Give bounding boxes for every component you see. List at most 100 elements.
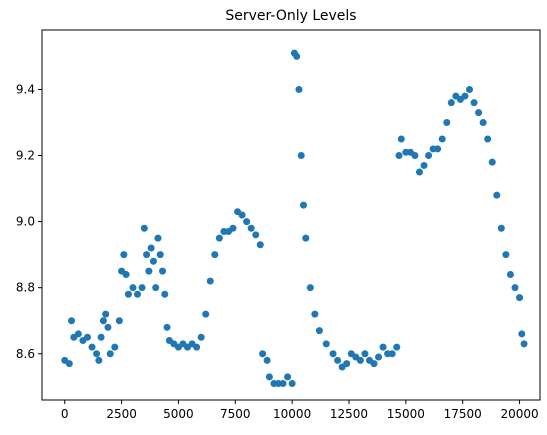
x-tick-label: 10000 <box>273 407 311 421</box>
point <box>393 343 401 351</box>
point <box>497 224 505 232</box>
x-tick-label: 12500 <box>330 407 368 421</box>
x-tick-label: 7500 <box>220 407 251 421</box>
point <box>475 109 483 117</box>
y-tick-label: 8.8 <box>16 281 35 295</box>
point <box>425 152 433 160</box>
point <box>295 85 303 93</box>
x-tick-label: 0 <box>61 407 69 421</box>
point <box>488 158 496 166</box>
point <box>447 99 455 107</box>
point <box>115 317 123 325</box>
point <box>74 330 82 338</box>
point <box>356 356 364 364</box>
point <box>311 310 319 318</box>
point <box>145 267 153 275</box>
point <box>211 251 219 259</box>
y-tick-label: 9.2 <box>16 149 35 163</box>
point <box>375 353 383 361</box>
point <box>238 211 246 219</box>
point <box>122 270 130 278</box>
point <box>443 119 451 126</box>
point <box>102 310 110 318</box>
point <box>243 218 251 226</box>
point <box>159 267 167 275</box>
point <box>143 251 151 259</box>
point <box>104 323 112 331</box>
point <box>411 152 419 160</box>
point <box>256 241 264 249</box>
point <box>134 290 142 298</box>
chart-title: Server-Only Levels <box>225 8 356 24</box>
point <box>511 284 519 292</box>
point <box>147 244 155 252</box>
point <box>379 343 387 351</box>
point <box>306 284 314 292</box>
point <box>506 270 514 278</box>
y-tick-label: 8.6 <box>16 347 35 361</box>
point <box>279 379 287 387</box>
point <box>252 231 260 239</box>
point <box>484 135 492 143</box>
point <box>520 340 528 348</box>
point <box>65 360 73 368</box>
point <box>68 317 76 325</box>
point <box>247 224 255 232</box>
point <box>193 343 201 351</box>
axes-frame <box>41 29 541 401</box>
point <box>124 290 132 298</box>
point <box>300 201 308 209</box>
point <box>152 284 160 292</box>
point <box>215 234 223 242</box>
point <box>466 85 474 93</box>
point <box>106 350 114 358</box>
point <box>156 251 164 259</box>
point <box>202 310 210 318</box>
point <box>461 92 469 100</box>
point <box>263 356 271 364</box>
point <box>502 251 510 259</box>
point <box>97 333 105 341</box>
point <box>434 145 442 153</box>
point <box>83 333 91 341</box>
point <box>206 277 214 285</box>
point <box>370 360 378 368</box>
point <box>415 168 423 176</box>
point <box>322 340 330 348</box>
point <box>395 152 403 160</box>
point <box>329 350 337 358</box>
x-tick-label: 5000 <box>163 407 194 421</box>
point <box>334 356 342 364</box>
point <box>154 234 162 242</box>
point <box>438 135 446 143</box>
point <box>315 327 323 335</box>
point <box>93 350 101 358</box>
x-tick-label: 15000 <box>387 407 425 421</box>
x-tick-label: 20000 <box>500 407 538 421</box>
y-tick-label: 9.4 <box>16 82 35 96</box>
point <box>293 52 301 60</box>
point <box>99 317 107 325</box>
point <box>129 284 137 292</box>
point <box>88 343 96 351</box>
point <box>420 161 428 169</box>
point <box>138 284 146 292</box>
point <box>302 234 310 242</box>
point <box>163 323 171 331</box>
point <box>259 350 267 358</box>
point <box>197 333 205 341</box>
point <box>518 330 526 338</box>
point <box>343 360 351 368</box>
point <box>95 356 103 364</box>
x-tick-label: 2500 <box>106 407 137 421</box>
point <box>229 224 237 232</box>
point <box>361 350 369 358</box>
point <box>161 290 169 298</box>
point <box>149 257 157 265</box>
point <box>493 191 501 199</box>
x-tick-label: 17500 <box>444 407 482 421</box>
point <box>120 251 128 259</box>
point <box>140 224 148 232</box>
point <box>284 373 292 381</box>
